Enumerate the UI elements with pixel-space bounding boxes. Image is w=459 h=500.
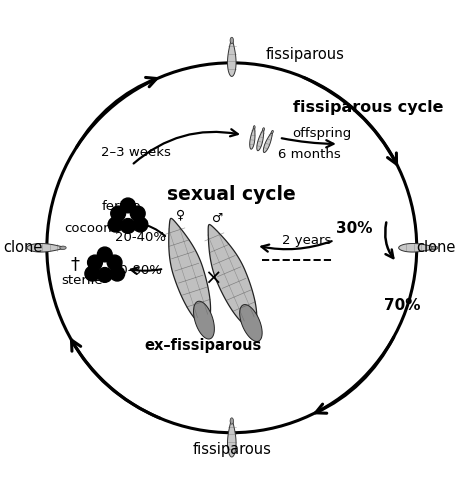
Circle shape: [120, 198, 135, 213]
Text: clone: clone: [415, 240, 454, 256]
Text: 2 years: 2 years: [281, 234, 330, 246]
Circle shape: [97, 247, 112, 262]
Text: fissiparous cycle: fissiparous cycle: [292, 100, 442, 115]
Circle shape: [133, 217, 147, 232]
Polygon shape: [227, 38, 235, 76]
Polygon shape: [168, 218, 210, 324]
Polygon shape: [263, 131, 272, 152]
Text: 30%: 30%: [336, 221, 372, 236]
Circle shape: [85, 266, 100, 281]
Text: cocoons: cocoons: [64, 222, 118, 235]
Circle shape: [120, 218, 135, 234]
Text: fissiparous: fissiparous: [265, 48, 343, 62]
Text: 60-80%: 60-80%: [111, 264, 162, 276]
Circle shape: [111, 206, 125, 221]
Polygon shape: [431, 246, 437, 250]
Polygon shape: [256, 128, 263, 150]
Text: ♀: ♀: [176, 208, 185, 222]
Circle shape: [87, 255, 102, 270]
Polygon shape: [398, 244, 436, 252]
Polygon shape: [252, 126, 255, 129]
Polygon shape: [27, 244, 65, 252]
Text: ♂: ♂: [212, 212, 223, 224]
Text: ex–fissiparous: ex–fissiparous: [144, 338, 261, 353]
Text: 70%: 70%: [383, 298, 420, 313]
Polygon shape: [208, 224, 256, 328]
Circle shape: [110, 266, 124, 281]
Text: ×: ×: [203, 269, 221, 289]
Circle shape: [108, 217, 123, 232]
Polygon shape: [249, 126, 254, 149]
Text: fissiparous: fissiparous: [192, 442, 271, 457]
Text: 6 months: 6 months: [278, 148, 341, 160]
Polygon shape: [227, 419, 235, 457]
Polygon shape: [230, 38, 233, 44]
Polygon shape: [262, 128, 264, 131]
Polygon shape: [230, 418, 233, 424]
Text: offspring: offspring: [291, 126, 350, 140]
Text: sexual cycle: sexual cycle: [167, 185, 296, 204]
Text: 2–3 weeks: 2–3 weeks: [101, 146, 171, 160]
Text: sterile: sterile: [62, 274, 103, 287]
Circle shape: [130, 206, 145, 221]
Polygon shape: [193, 301, 214, 339]
Polygon shape: [239, 304, 262, 342]
Circle shape: [107, 255, 122, 270]
Text: †: †: [70, 256, 79, 274]
Circle shape: [97, 268, 112, 282]
Polygon shape: [60, 246, 66, 250]
Text: fertile: fertile: [102, 200, 141, 213]
Text: clone: clone: [4, 240, 43, 256]
Text: 20-40%: 20-40%: [115, 232, 166, 244]
Polygon shape: [270, 130, 273, 134]
